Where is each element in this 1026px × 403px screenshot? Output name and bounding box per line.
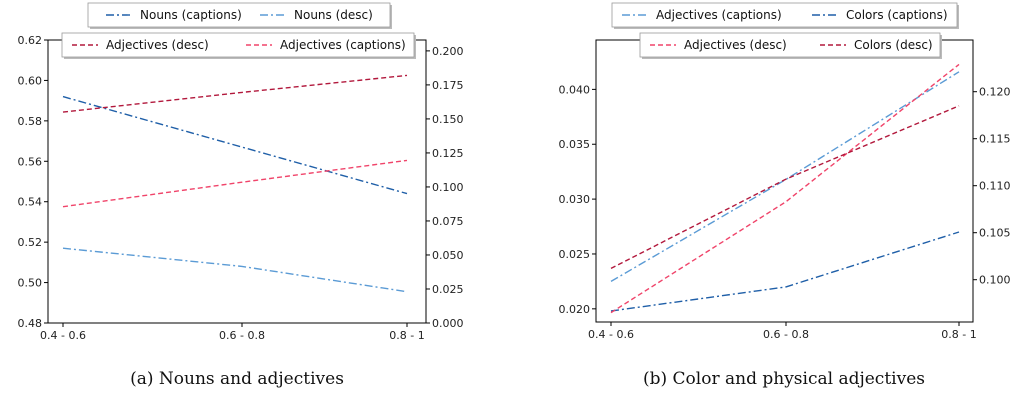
right-tick-label: 0.000 — [432, 317, 464, 330]
legend: Adjectives (desc) Adjectives (captions) — [61, 32, 416, 59]
legend: Nouns (captions) Nouns (desc) — [87, 2, 392, 29]
chart-b: 0.020 0.025 0.030 0.035 0.040 0.100 0.105 0.110… — [559, 2, 1011, 389]
legend-box — [639, 32, 941, 58]
x-tick-label: 0.4 - 0.6 — [588, 328, 634, 341]
x-tick-label: 0.8 - 1 — [941, 328, 976, 341]
left-tick-label: 0.50 — [18, 277, 43, 290]
legend: Adjectives (captions) Colors (captions) — [611, 2, 959, 29]
right-tick-label: 0.120 — [979, 86, 1011, 99]
right-tick-label: 0.115 — [979, 133, 1011, 146]
right-tick-label: 0.100 — [432, 181, 464, 194]
series-line — [610, 231, 960, 312]
subfigure-caption: (b) Color and physical adjectives — [643, 369, 925, 389]
right-tick-label: 0.125 — [432, 147, 464, 160]
legend-label: Nouns (desc) — [294, 8, 373, 22]
left-tick-label: 0.62 — [18, 34, 43, 47]
x-tick-label: 0.8 - 1 — [389, 329, 424, 342]
left-tick-label: 0.48 — [18, 317, 43, 330]
left-tick-label: 0.52 — [18, 236, 43, 249]
legend: Adjectives (desc) Colors (desc) — [639, 32, 942, 59]
series-line — [610, 71, 960, 283]
left-tick-label: 0.025 — [559, 248, 591, 261]
series-line — [610, 105, 960, 270]
right-tick-label: 0.110 — [979, 180, 1011, 193]
right-tick-label: 0.175 — [432, 79, 464, 92]
series-line — [62, 74, 408, 113]
left-tick-label: 0.56 — [18, 155, 43, 168]
subfigure-caption: (a) Nouns and adjectives — [130, 369, 344, 389]
series-line — [62, 95, 408, 195]
legend-box — [611, 2, 958, 28]
series-line — [610, 63, 960, 314]
legend-label: Adjectives (desc) — [106, 38, 209, 52]
right-tick-label: 0.075 — [432, 215, 464, 228]
left-tick-label: 0.020 — [559, 303, 591, 316]
series-line — [62, 159, 408, 208]
x-tick-label: 0.6 - 0.8 — [763, 328, 809, 341]
legend-label: Nouns (captions) — [140, 8, 242, 22]
plot-frame — [47, 39, 427, 324]
legend-box — [61, 32, 415, 58]
legend-label: Colors (captions) — [846, 8, 948, 22]
right-tick-label: 0.100 — [979, 274, 1011, 287]
x-tick-label: 0.6 - 0.8 — [219, 329, 265, 342]
left-tick-label: 0.58 — [18, 115, 43, 128]
plot-frame — [595, 39, 974, 323]
left-tick-label: 0.54 — [18, 196, 43, 209]
x-tick-label: 0.4 - 0.6 — [40, 329, 86, 342]
right-tick-label: 0.105 — [979, 227, 1011, 240]
right-tick-label: 0.200 — [432, 45, 464, 58]
left-tick-label: 0.035 — [559, 138, 591, 151]
legend-box — [87, 2, 391, 28]
chart-a: 0.48 0.50 0.52 0.54 0.56 0.58 0.60 0.62 0.000 0.0… — [18, 2, 464, 389]
left-tick-label: 0.040 — [559, 83, 591, 96]
legend-label: Adjectives (captions) — [656, 8, 782, 22]
right-tick-label: 0.025 — [432, 283, 464, 296]
left-tick-label: 0.030 — [559, 193, 591, 206]
right-tick-label: 0.050 — [432, 249, 464, 262]
legend-label: Colors (desc) — [854, 38, 933, 52]
legend-label: Adjectives (desc) — [684, 38, 787, 52]
legend-label: Adjectives (captions) — [280, 38, 406, 52]
left-tick-label: 0.60 — [18, 74, 43, 87]
series-line — [62, 247, 408, 293]
right-tick-label: 0.150 — [432, 113, 464, 126]
